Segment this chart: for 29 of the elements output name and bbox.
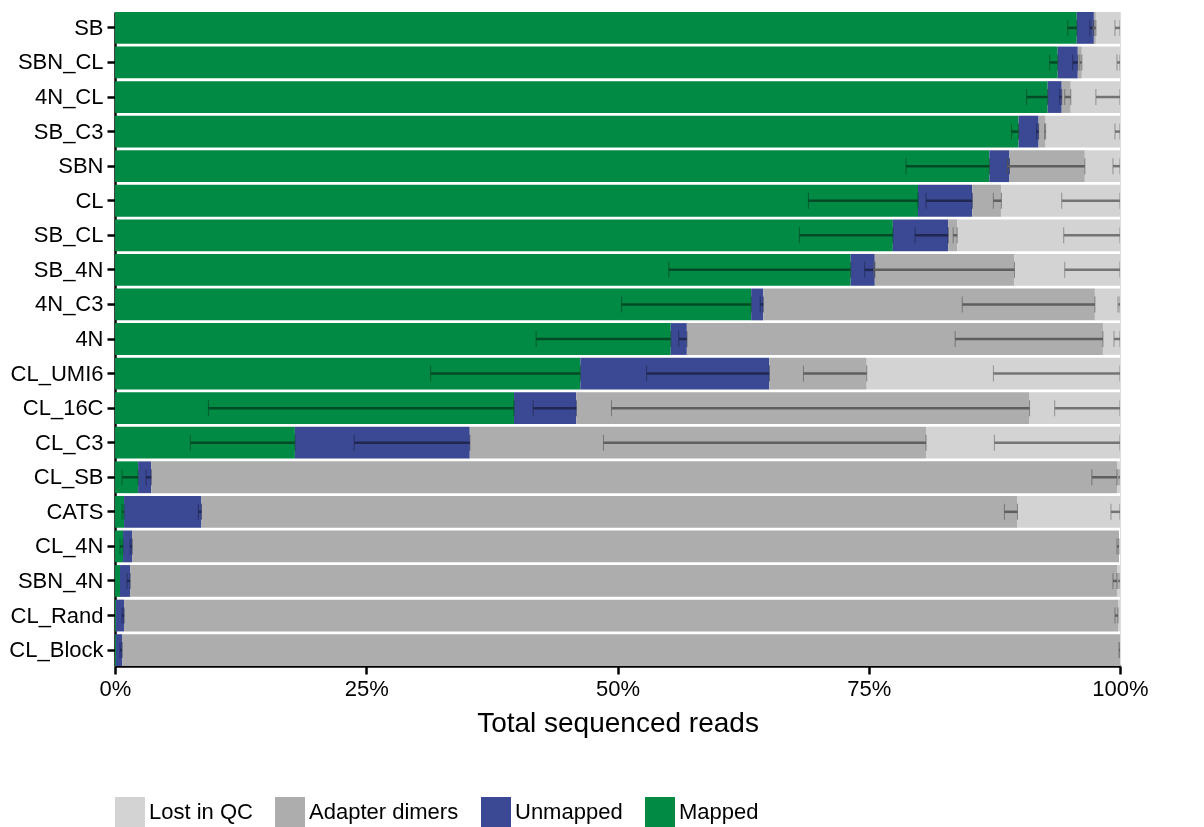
y-tick-label: CL_UMI6	[10, 360, 104, 386]
legend-label: Mapped	[679, 799, 759, 824]
y-tick-label: SB_C3	[33, 118, 104, 144]
legend-label: Unmapped	[515, 799, 623, 824]
y-tick-label: SB_4N	[33, 256, 104, 282]
y-tick-label: SBN_CL	[17, 49, 104, 75]
y-tick-label: CL_16C	[22, 395, 104, 421]
x-tick-label: 25%	[344, 675, 389, 701]
y-tick-label: 4N	[75, 326, 104, 351]
y-tick-label: CL_4N	[35, 533, 104, 559]
y-tick-label: SB	[74, 14, 104, 40]
y-tick-label: SBN_4N	[17, 567, 104, 593]
legend-label: Adapter dimers	[309, 799, 459, 824]
y-tick-label: SBN	[58, 153, 104, 179]
y-tick-label: CATS	[46, 498, 104, 524]
y-tick-label: CL_SB	[33, 464, 104, 490]
y-tick-label: CL_Rand	[10, 602, 104, 628]
y-tick-label: CL_C3	[35, 429, 104, 455]
x-axis-title: Total sequenced reads	[477, 706, 759, 738]
y-tick-label: 4N_C3	[35, 291, 104, 317]
x-tick-label: 0%	[99, 675, 132, 701]
x-tick-label: 50%	[595, 675, 641, 701]
y-tick-label: SB_CL	[33, 222, 104, 248]
y-tick-label: 4N_CL	[35, 84, 104, 110]
x-tick-label: 100%	[1092, 675, 1149, 701]
y-tick-label: CL_Block	[9, 637, 105, 663]
legend-label: Lost in QC	[149, 799, 254, 824]
y-tick-label: CL	[75, 187, 104, 213]
x-tick-label: 75%	[847, 675, 892, 701]
